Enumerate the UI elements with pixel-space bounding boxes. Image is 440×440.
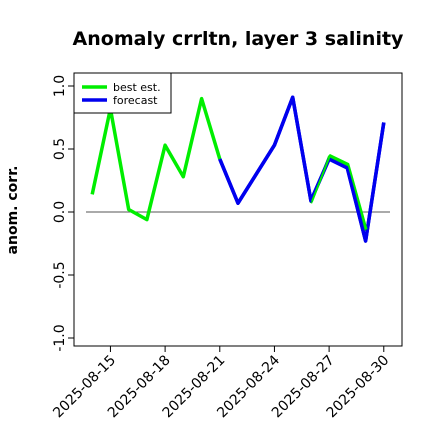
series-line-overlay-top bbox=[310, 154, 368, 230]
legend-label: best est. bbox=[113, 81, 161, 94]
y-axis-label: anom. corr. bbox=[5, 166, 21, 255]
plot-area: -1.0-0.50.00.51.02025-08-152025-08-18202… bbox=[50, 72, 403, 421]
legend-label: forecast bbox=[113, 94, 158, 107]
y-tick-label: -1.0 bbox=[52, 324, 68, 351]
legend-box bbox=[73, 72, 172, 114]
y-tick-label: 0.0 bbox=[52, 201, 68, 223]
y-tick-label: 0.5 bbox=[52, 138, 68, 160]
chart-title: Anomaly crrltn, layer 3 salinity bbox=[73, 28, 404, 50]
series-line-forecast-top bbox=[218, 95, 386, 243]
y-tick-label: 1.0 bbox=[52, 75, 68, 97]
series-line-best-est bbox=[90, 96, 222, 222]
y-tick-label: -0.5 bbox=[52, 261, 68, 288]
plot-frame bbox=[73, 72, 403, 347]
